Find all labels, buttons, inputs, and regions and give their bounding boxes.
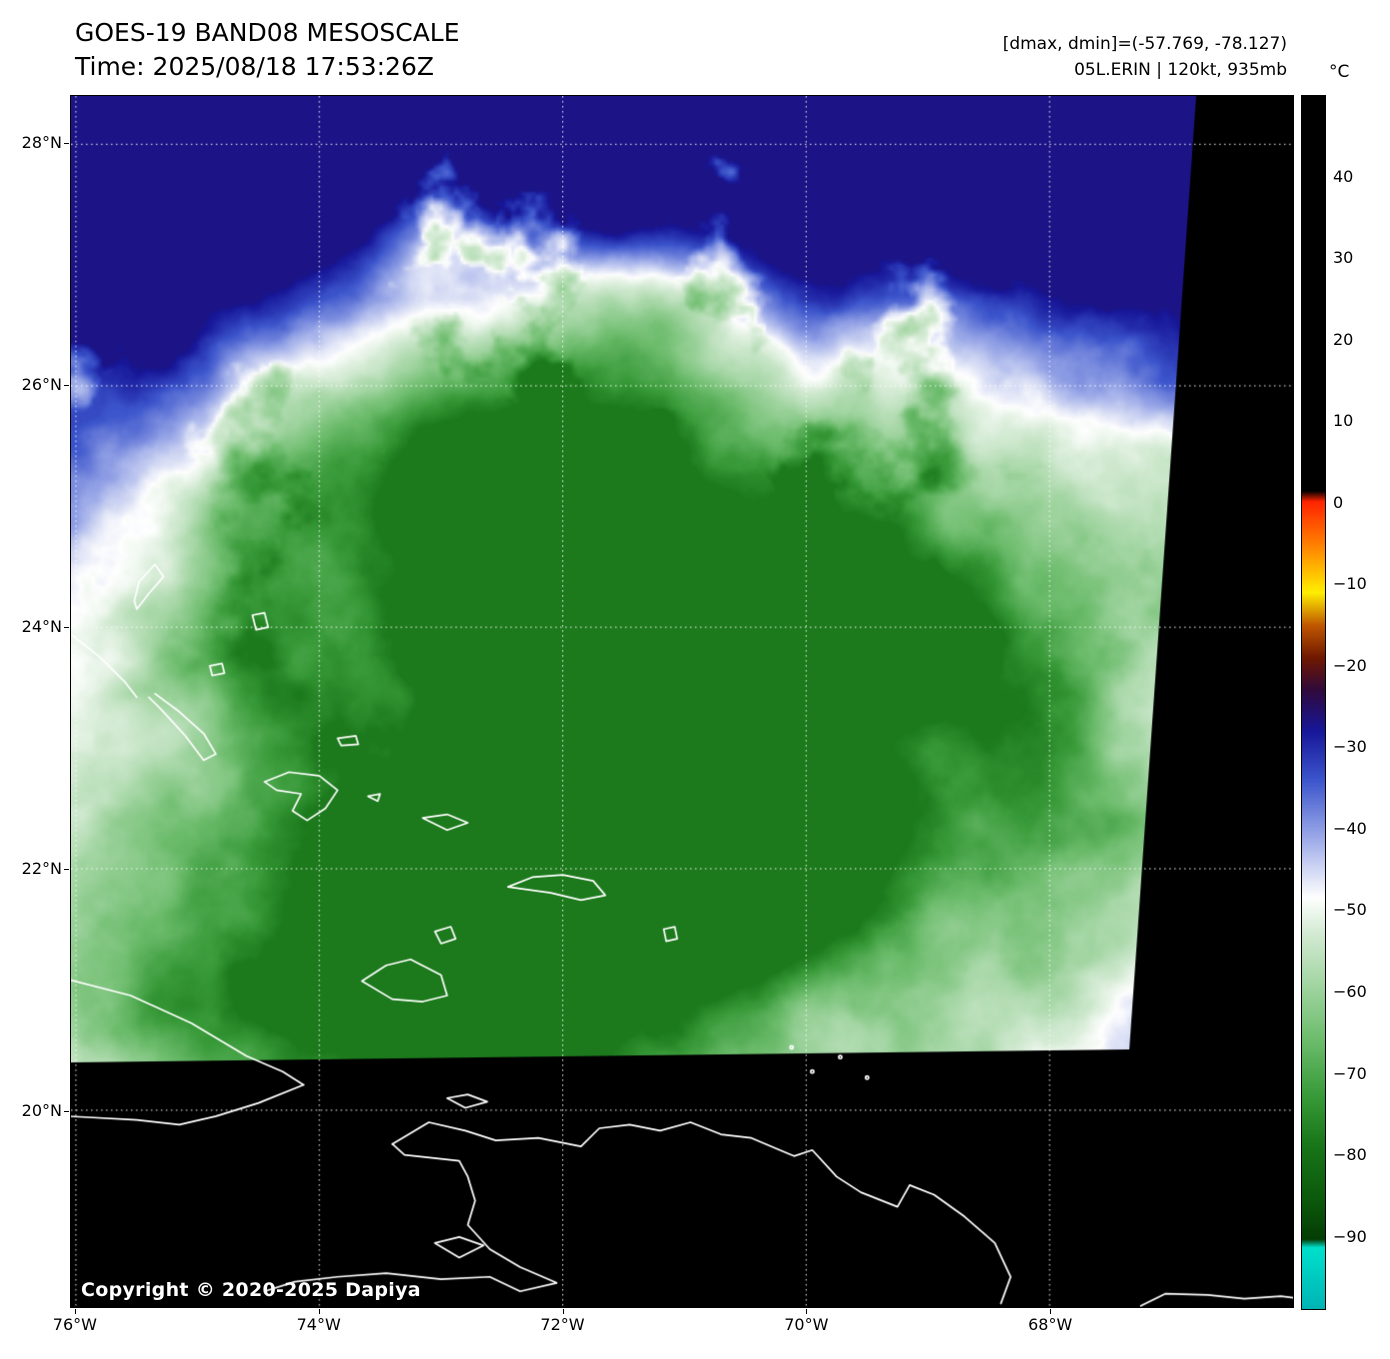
colorbar-tick-label: 20	[1333, 329, 1354, 349]
lon-axis-tick-mark	[1050, 1309, 1052, 1314]
colorbar-tick-label: −20	[1333, 655, 1367, 675]
image-timestamp: Time: 2025/08/18 17:53:26Z	[75, 52, 434, 81]
colorbar-unit-label: °C	[1329, 62, 1350, 82]
lat-axis-tick-mark	[64, 627, 69, 629]
colorbar-tick-label: 10	[1333, 411, 1354, 431]
lat-tick-label: 26°N	[21, 375, 62, 395]
lat-tick-label: 24°N	[21, 617, 62, 637]
colorbar-tick-label: 40	[1333, 166, 1354, 186]
satellite-image	[71, 96, 1293, 1307]
copyright-label: Copyright © 2020-2025 Dapiya	[81, 1279, 421, 1301]
colorbar-tick-label: 0	[1333, 492, 1344, 512]
lon-tick-label: 72°W	[540, 1315, 585, 1334]
lon-axis-tick-mark	[318, 1309, 320, 1314]
colorbar-gradient	[1302, 96, 1325, 1309]
colorbar-tick-label: −40	[1333, 818, 1367, 838]
colorbar-tick-label: −90	[1333, 1226, 1367, 1246]
lon-axis-tick-mark	[806, 1309, 808, 1314]
lat-axis-tick-mark	[64, 385, 69, 387]
lon-tick-label: 76°W	[52, 1315, 97, 1334]
lon-tick-label: 70°W	[784, 1315, 829, 1334]
colorbar-tick-label: −50	[1333, 900, 1367, 920]
lon-tick-label: 68°W	[1028, 1315, 1073, 1334]
lon-tick-label: 74°W	[296, 1315, 341, 1334]
lon-axis-tick-mark	[562, 1309, 564, 1314]
colorbar-tick-label: −60	[1333, 981, 1367, 1001]
lon-axis-tick-mark	[74, 1309, 76, 1314]
colorbar	[1301, 95, 1326, 1310]
colorbar-tick-label: 30	[1333, 248, 1354, 268]
map-frame: Copyright © 2020-2025 Dapiya	[70, 95, 1294, 1308]
lat-axis-tick-mark	[64, 143, 69, 145]
dmax-dmin-readout: [dmax, dmin]=(-57.769, -78.127)	[1002, 34, 1287, 54]
storm-info-label: 05L.ERIN | 120kt, 935mb	[1074, 60, 1287, 80]
colorbar-tick-label: −10	[1333, 574, 1367, 594]
colorbar-tick-label: −30	[1333, 737, 1367, 757]
colorbar-tick-label: −80	[1333, 1145, 1367, 1165]
colorbar-tick-label: −70	[1333, 1063, 1367, 1083]
image-title: GOES-19 BAND08 MESOSCALE	[75, 18, 460, 47]
lat-axis-tick-mark	[64, 1110, 69, 1112]
lat-tick-label: 20°N	[21, 1100, 62, 1120]
lat-tick-label: 22°N	[21, 858, 62, 878]
lat-axis-tick-mark	[64, 868, 69, 870]
lat-tick-label: 28°N	[21, 133, 62, 153]
header-readouts: [dmax, dmin]=(-57.769, -78.127) 05L.ERIN…	[1003, 31, 1287, 83]
